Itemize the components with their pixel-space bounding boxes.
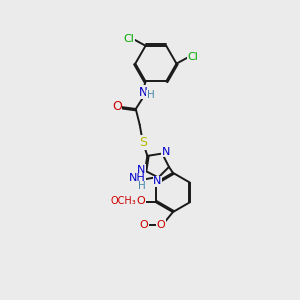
Text: O: O [139,220,148,230]
Text: O: O [157,220,166,230]
Text: O: O [112,100,122,112]
Text: OCH₃: OCH₃ [110,196,136,206]
Text: NH: NH [129,173,146,184]
Text: S: S [140,136,148,149]
Text: O: O [136,196,145,206]
Text: H: H [138,181,146,191]
Text: Cl: Cl [188,52,198,62]
Text: N: N [162,147,170,157]
Text: N: N [153,176,162,186]
Text: N: N [139,86,148,99]
Text: H: H [147,90,154,100]
Text: Cl: Cl [124,34,135,44]
Text: N: N [136,165,145,175]
